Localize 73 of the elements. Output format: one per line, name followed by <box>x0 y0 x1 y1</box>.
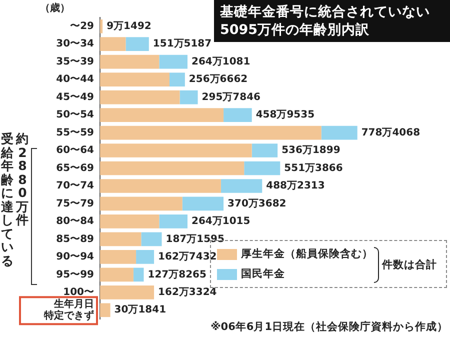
y-tick-label: 45〜49 <box>56 92 94 103</box>
bar <box>220 179 262 193</box>
bar <box>100 161 244 176</box>
y-tick-label: 50〜54 <box>56 110 94 121</box>
total-label: 264万1081 <box>192 56 250 68</box>
bar <box>141 232 162 246</box>
total-label: 162万3324 <box>158 286 217 298</box>
y-tick-label: 70〜74 <box>56 180 94 192</box>
bar <box>100 214 160 228</box>
total-label: 9万1492 <box>106 20 152 32</box>
total-label: 551万3866 <box>284 162 343 174</box>
y-tick-label: 80〜84 <box>56 216 94 228</box>
bar <box>100 144 252 158</box>
y-tick-label: 85〜89 <box>56 234 94 245</box>
bar <box>100 268 134 282</box>
total-label: 30万1841 <box>114 304 166 316</box>
y-tick-label: 75〜79 <box>56 198 94 210</box>
y-axis-title: （歳） <box>40 2 70 15</box>
total-label: 151万5187 <box>152 38 212 50</box>
text: 件数は合計 <box>382 258 437 272</box>
total-label: 264万1015 <box>192 216 250 228</box>
bar <box>182 196 224 211</box>
bar <box>159 214 188 228</box>
total-label: 778万4068 <box>361 127 420 138</box>
y-tick-label: 90〜94 <box>56 252 94 263</box>
bar <box>100 72 170 86</box>
y-tick-label: 60〜64 <box>56 145 94 156</box>
text: 約2880万件 <box>16 131 29 227</box>
bar <box>321 126 358 140</box>
y-tick-label: 55〜59 <box>56 127 94 138</box>
y-tick-label: 〜29 <box>70 20 94 32</box>
bar <box>100 37 126 52</box>
total-label: 488万2313 <box>266 180 325 192</box>
bar <box>100 108 224 122</box>
chart-title: 基礎年金番号に統合されていない 5095万件の年齢別内訳 <box>214 0 450 42</box>
bar <box>100 250 136 264</box>
text: 受給年齢に達している <box>1 131 14 268</box>
bar <box>100 54 160 69</box>
legend-label: 厚生年金（船員保険含む） <box>241 247 373 261</box>
bar <box>100 90 180 104</box>
bar <box>100 196 182 211</box>
bar <box>224 108 252 122</box>
total-label: 162万7432 <box>158 252 217 263</box>
total-label: 127万8265 <box>148 269 206 280</box>
bar <box>133 268 144 282</box>
bar <box>180 90 198 104</box>
y-tick-label: 65〜69 <box>56 162 94 174</box>
total-label: 536万1899 <box>282 145 340 156</box>
total-label: 187万1595 <box>166 234 225 245</box>
bar <box>100 232 142 246</box>
bar <box>100 285 154 300</box>
y-tick-label: 35〜39 <box>56 56 94 68</box>
total-label: 458万9535 <box>256 110 315 121</box>
total-label: 295万7846 <box>202 92 261 103</box>
total-label: 256万6662 <box>188 74 248 86</box>
bar <box>169 72 185 86</box>
bar <box>159 54 188 69</box>
y-tick-label: 40〜44 <box>56 74 94 86</box>
y-tick-label: 100〜 <box>63 286 94 298</box>
bar <box>100 126 322 140</box>
bar <box>100 303 110 318</box>
legend-label: 国民年金 <box>241 267 285 281</box>
bar <box>244 161 280 176</box>
text: ※06年6月1日現在（社会保険庁資料から作成） <box>210 320 448 334</box>
bar <box>100 179 221 193</box>
y-tick-label: 30〜34 <box>56 38 94 50</box>
bar <box>100 19 103 34</box>
y-tick-label: 生年月日特定できず <box>43 298 94 322</box>
bar <box>136 250 154 264</box>
bar <box>252 144 278 158</box>
total-label: 370万3682 <box>228 198 286 210</box>
bar <box>126 37 149 52</box>
y-tick-label: 95〜99 <box>56 269 94 280</box>
